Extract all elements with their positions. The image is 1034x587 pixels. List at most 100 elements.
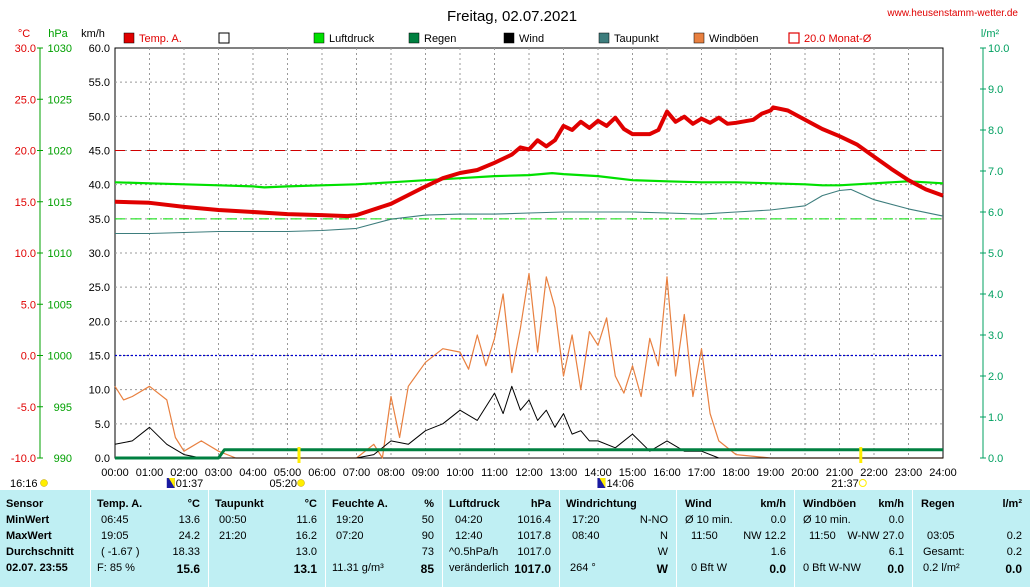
rain-avg-note: Gesamt: — [923, 546, 965, 558]
temp-tick-label: 20.0 — [15, 146, 36, 158]
humidity-min-time: 19:20 — [336, 514, 364, 526]
humidity-cur-note: 11.31 g/m³ — [332, 562, 384, 574]
wind-dir-min-time: 17:20 — [572, 514, 600, 526]
rain-max-time: 03:05 — [927, 530, 955, 542]
rain-cur-value: 0.0 — [1005, 562, 1022, 576]
wind-tick-label: 5.0 — [95, 419, 110, 431]
legend-label: Wind — [519, 33, 544, 45]
x-tick-label: 06:00 — [308, 467, 336, 479]
temp-avg-note: ( -1.67 ) — [101, 546, 140, 558]
temp-max-time: 19:05 — [101, 530, 129, 542]
pressure-tick-label: 995 — [54, 402, 72, 414]
temp-cur-value: 15.6 — [176, 562, 200, 576]
temp-tick-label: 30.0 — [15, 43, 36, 55]
sun-moon-markers: 16:16 05:20 21:37 01:37 14:06 — [10, 447, 867, 490]
stats-col-pressure: Luftdruck hPa 04:20 1016.4 12:40 1017.8 … — [442, 490, 559, 587]
pressure-unit: hPa — [530, 498, 551, 510]
pressure-tick-label: 1030 — [48, 43, 72, 55]
humidity-header: Feuchte A. — [332, 498, 388, 510]
wind-tick-label: 60.0 — [89, 43, 110, 55]
rain-tick-label: 6.0 — [988, 207, 1003, 219]
wind-unit: km/h — [760, 498, 786, 510]
stats-col-temp: Temp. A. °C 06:45 13.6 19:05 24.2 ( -1.6… — [90, 490, 208, 587]
temperature-line — [114, 105, 944, 219]
legend-swatch — [218, 32, 230, 44]
x-tick-label: 19:00 — [757, 467, 785, 479]
dew-header: Taupunkt — [215, 498, 264, 510]
pressure-max-value: 1017.8 — [517, 530, 551, 542]
rain-tick-label: 0.0 — [988, 453, 1003, 465]
rain-unit: l/m² — [1002, 498, 1022, 510]
x-tick-label: 12:00 — [515, 467, 543, 479]
stats-col-humidity: Feuchte A. % 19:20 50 07:20 90 73 11.31 … — [325, 490, 442, 587]
legend-label: 20.0 Monat-Ø — [804, 33, 872, 45]
x-tick-label: 24:00 — [929, 467, 957, 479]
moon-marker-label: 14:06 — [606, 478, 634, 490]
legend-label: Luftdruck — [329, 33, 375, 45]
wind-dir-max-value: N — [660, 530, 668, 542]
rain-tick-label: 3.0 — [988, 330, 1003, 342]
legend-swatch — [598, 32, 610, 44]
rain-tick-label: 5.0 — [988, 248, 1003, 260]
wind-line — [114, 385, 943, 459]
gusts-header: Windböen — [803, 498, 857, 510]
wind-min-value: 0.0 — [770, 514, 786, 526]
rain-tick-label: 9.0 — [988, 84, 1003, 96]
temp-cur-note: F: 85 % — [97, 562, 135, 574]
x-tick-label: 08:00 — [377, 467, 405, 479]
row-label-sensor: Sensor — [6, 498, 44, 510]
legend-label: Temp. A. — [139, 33, 182, 45]
pressure-tick-label: 1000 — [48, 351, 72, 363]
wind-dir-min-value: N-NO — [639, 514, 668, 526]
chart-background — [0, 0, 1034, 490]
pressure-avg-value: 1017.0 — [517, 546, 551, 558]
pressure-unit-label: hPa — [48, 28, 68, 40]
sunset-prev-label: 16:16 — [10, 478, 38, 490]
dew-avg-value: 13.0 — [295, 546, 317, 558]
gusts-cur-note: 0 Bft W-NW — [803, 562, 861, 574]
wind-tick-label: 25.0 — [89, 282, 110, 294]
dew-cur-value: 13.1 — [293, 562, 317, 576]
gusts-avg-value: 6.1 — [888, 546, 904, 558]
humidity-avg-value: 73 — [421, 546, 434, 558]
humidity-max-time: 07:20 — [336, 530, 364, 542]
legend-label: Taupunkt — [614, 33, 659, 45]
legend-swatch — [123, 32, 135, 44]
pressure-cur-note: veränderlich — [449, 562, 509, 574]
rain-unit-label: l/m² — [981, 28, 1000, 40]
temp-unit-label: °C — [18, 28, 30, 40]
dew-min-value: 11.6 — [296, 514, 317, 526]
rain-max-value: 0.2 — [1006, 530, 1022, 542]
rain-tick-label: 7.0 — [988, 166, 1003, 178]
x-tick-label: 14:00 — [584, 467, 612, 479]
weather-chart: 00:00 01:00 02:00 03:00 04:00 05:00 06:00 07:00… — [0, 0, 1034, 490]
x-tick-label: 16:00 — [653, 467, 681, 479]
gusts-max-time: 11:50 — [809, 530, 836, 542]
wind-tick-label: 0.0 — [95, 453, 110, 465]
wind-min-note: Ø 10 min. — [685, 514, 733, 526]
legend-swatch — [503, 32, 515, 44]
legend-swatch — [313, 32, 325, 44]
sunset-icon — [858, 479, 867, 487]
pressure-tick-label: 1025 — [48, 94, 72, 106]
temp-min-time: 06:45 — [101, 514, 129, 526]
legend-swatch — [408, 32, 420, 44]
row-label-avg: Durchschnitt — [6, 546, 74, 558]
legend: Temp. A. Luftdruck Regen Wind Taupunkt Windbö… — [123, 32, 872, 45]
pressure-avg-note: ^0.5hPa/h — [449, 546, 499, 558]
legend-label: Regen — [424, 33, 456, 45]
humidity-unit: % — [424, 498, 434, 510]
wind-tick-label: 15.0 — [89, 351, 110, 363]
rain-tick-label: 1.0 — [988, 412, 1003, 424]
wind-tick-label: 30.0 — [89, 248, 110, 260]
temp-tick-label: 0.0 — [21, 351, 36, 363]
website-link[interactable]: www.heusenstamm-wetter.de — [886, 8, 1018, 19]
reference-lines — [115, 150, 943, 357]
temp-tick-label: 25.0 — [15, 94, 36, 106]
rain-cur-note: 0.2 l/m² — [923, 562, 960, 574]
x-tick-label: 05:00 — [274, 467, 302, 479]
wind-tick-label: 50.0 — [89, 111, 110, 123]
rain-tick-label: 4.0 — [988, 289, 1003, 301]
pressure-tick-label: 1010 — [48, 248, 72, 260]
moon-phase-icon — [599, 478, 606, 488]
